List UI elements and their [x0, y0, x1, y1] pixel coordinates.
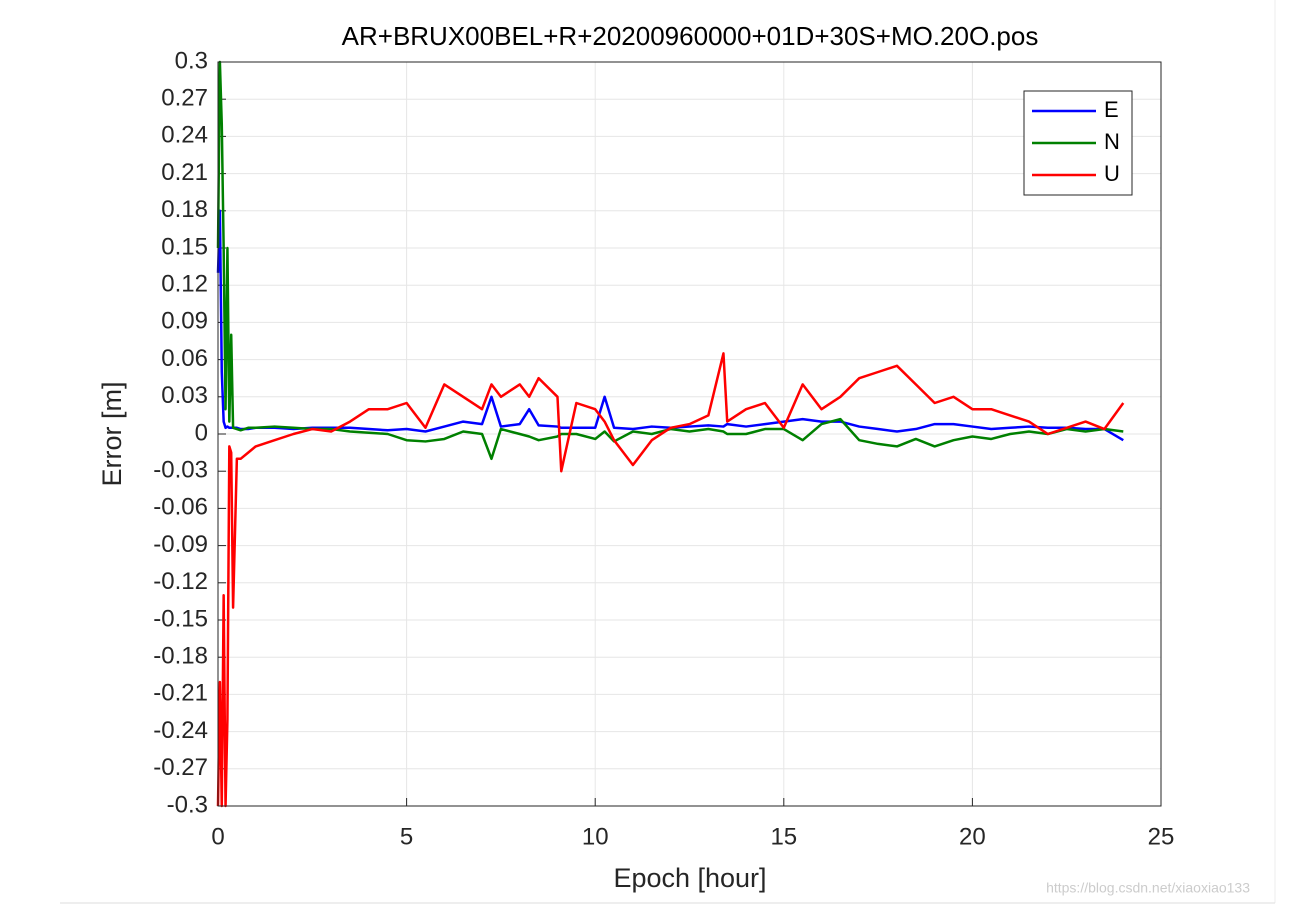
y-tick-label: -0.3 [167, 791, 208, 818]
y-tick-label: 0.18 [161, 196, 208, 223]
x-tick-label: 5 [400, 823, 413, 850]
y-tick-label: 0.06 [161, 345, 208, 372]
x-tick-label: 10 [582, 823, 609, 850]
y-tick-label: 0.24 [161, 122, 208, 149]
y-tick-label: -0.18 [153, 643, 208, 670]
series-line [216, 352, 1125, 808]
y-tick-label: 0.12 [161, 271, 208, 298]
plot-frame [217, 61, 1162, 807]
chart-title: AR+BRUX00BEL+R+20200960000+01D+30S+MO.20… [342, 21, 1039, 51]
y-tick-label: -0.27 [153, 754, 208, 781]
y-tick-label: -0.15 [153, 605, 208, 632]
y-tick-label: -0.03 [153, 457, 208, 484]
legend-label: N [1104, 129, 1120, 154]
legend-label: U [1104, 161, 1120, 186]
y-tick-label: 0.27 [161, 85, 208, 112]
x-axis-label: Epoch [hour] [613, 863, 766, 893]
y-tick-label: 0 [195, 419, 208, 446]
x-tick-label: 0 [211, 823, 224, 850]
y-tick-label: -0.09 [153, 531, 208, 558]
y-tick-label: 0.15 [161, 233, 208, 260]
y-axis-label: Error [m] [97, 382, 127, 487]
y-tick-label: 0.21 [161, 159, 208, 186]
y-tick-label: -0.21 [153, 680, 208, 707]
x-tick-label: 15 [770, 823, 797, 850]
y-tick-label: -0.12 [153, 568, 208, 595]
y-tick-label: 0.3 [175, 47, 208, 74]
y-tick-label: 0.09 [161, 308, 208, 335]
y-tick-label: -0.24 [153, 717, 208, 744]
watermark: https://blog.csdn.net/xiaoxiao133 [1046, 880, 1250, 896]
legend-label: E [1104, 97, 1119, 122]
y-tick-label: 0.03 [161, 382, 208, 409]
y-tick-label: -0.06 [153, 494, 208, 521]
x-tick-label: 20 [959, 823, 986, 850]
x-tick-label: 25 [1148, 823, 1175, 850]
